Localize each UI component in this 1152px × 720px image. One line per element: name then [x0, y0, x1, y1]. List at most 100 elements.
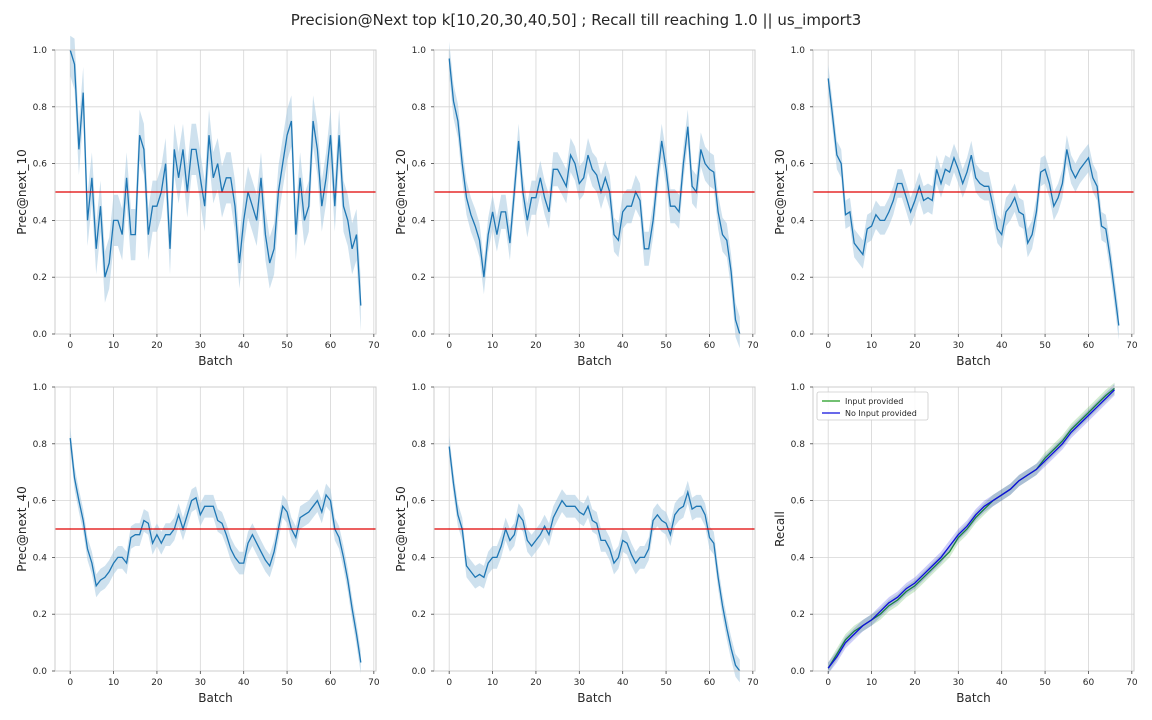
y-tick-label: 0.2: [33, 273, 47, 283]
x-tick-label: 60: [704, 341, 716, 351]
ci-band: [449, 41, 740, 349]
y-tick-label: 0.8: [412, 103, 427, 113]
y-tick-label: 1.0: [33, 383, 48, 393]
axes-frame: [433, 386, 756, 672]
y-tick-label: 1.0: [412, 383, 427, 393]
y-tick-label: 0.4: [791, 553, 806, 563]
figure-title: Precision@Next top k[10,20,30,40,50] ; R…: [290, 11, 862, 29]
x-tick-label: 20: [151, 341, 163, 351]
y-tick-label: 0.6: [33, 497, 48, 507]
x-tick-label: 30: [953, 341, 965, 351]
y-tick-label: 0.8: [791, 440, 806, 450]
y-tick-label: 1.0: [33, 46, 48, 56]
x-tick-label: 60: [325, 678, 337, 688]
y-tick-label: 0.2: [791, 273, 805, 283]
x-tick-label: 10: [108, 678, 120, 688]
y-axis-label: Prec@next_40: [15, 486, 29, 572]
x-tick-label: 30: [953, 678, 965, 688]
y-tick-label: 0.0: [791, 330, 806, 340]
ci-band: [828, 382, 1115, 674]
y-tick-label: 0.0: [33, 330, 48, 340]
legend-box: [816, 391, 929, 421]
x-tick-label: 50: [281, 341, 293, 351]
y-axis-label: Recall: [773, 511, 787, 547]
y-tick-label: 0.2: [412, 610, 426, 620]
x-tick-label: 60: [704, 678, 716, 688]
y-axis-label: Prec@next_50: [394, 486, 408, 572]
x-tick-label: 60: [1083, 341, 1095, 351]
y-tick-label: 1.0: [412, 46, 427, 56]
x-axis-label: Batch: [577, 354, 612, 368]
x-tick-label: 10: [487, 678, 499, 688]
x-axis-label: Batch: [198, 691, 233, 705]
x-tick-label: 10: [108, 341, 120, 351]
axes-frame: [812, 386, 1135, 672]
y-tick-label: 0.8: [791, 103, 806, 113]
y-axis-label: Prec@next_30: [773, 149, 787, 235]
x-tick-label: 50: [1039, 341, 1051, 351]
x-tick-label: 20: [151, 678, 163, 688]
y-tick-label: 0.4: [33, 553, 48, 563]
ci-band: [828, 384, 1115, 674]
x-tick-label: 70: [368, 678, 380, 688]
x-tick-label: 30: [195, 678, 207, 688]
x-tick-label: 70: [1126, 341, 1138, 351]
y-tick-label: 0.4: [791, 216, 806, 226]
axes-frame: [54, 386, 377, 672]
legend-label: No Input provided: [845, 409, 917, 418]
y-tick-label: 0.4: [412, 553, 427, 563]
ci-band: [70, 35, 361, 332]
legend-label: Input provided: [845, 397, 903, 406]
axes-frame: [433, 49, 756, 335]
subplot-4: 0 10 20 30 40 50 60 70 0.0 0.2 0.4 0.6 0.8 1.0 Batch Pr…: [15, 383, 380, 705]
y-tick-label: 0.8: [412, 440, 427, 450]
x-tick-label: 30: [574, 341, 586, 351]
x-tick-label: 0: [446, 341, 452, 351]
x-tick-label: 40: [617, 341, 629, 351]
y-tick-label: 0.8: [33, 103, 48, 113]
x-tick-label: 30: [574, 678, 586, 688]
y-tick-label: 0.6: [412, 160, 427, 170]
series-line: [448, 446, 741, 672]
x-tick-label: 10: [866, 341, 878, 351]
x-tick-label: 10: [487, 341, 499, 351]
x-tick-label: 60: [325, 341, 337, 351]
x-tick-label: 70: [747, 678, 759, 688]
x-tick-label: 40: [996, 341, 1008, 351]
y-tick-label: 0.4: [412, 216, 427, 226]
x-tick-label: 70: [1126, 678, 1138, 688]
y-tick-label: 0.6: [791, 497, 806, 507]
x-axis-label: Batch: [577, 691, 612, 705]
x-tick-label: 70: [368, 341, 380, 351]
subplot-2: 0 10 20 30 40 50 60 70 0.0 0.2 0.4 0.6 0.8 1.0 Batch Pr…: [394, 41, 759, 368]
x-tick-label: 0: [67, 678, 73, 688]
x-tick-label: 50: [660, 678, 672, 688]
x-tick-label: 20: [909, 341, 921, 351]
x-tick-label: 40: [617, 678, 629, 688]
series-line: [448, 58, 741, 335]
y-tick-label: 0.2: [33, 610, 47, 620]
x-axis-label: Batch: [198, 354, 233, 368]
legend: Input provided No Input provided: [816, 391, 929, 421]
x-tick-label: 20: [530, 341, 542, 351]
axes-frame: [812, 49, 1135, 335]
ci-band: [828, 64, 1119, 340]
x-tick-label: 10: [866, 678, 878, 688]
x-tick-label: 0: [825, 678, 831, 688]
y-tick-label: 1.0: [791, 383, 806, 393]
axes-frame: [54, 49, 377, 335]
y-tick-label: 0.0: [412, 330, 427, 340]
x-tick-label: 0: [825, 341, 831, 351]
x-axis-label: Batch: [956, 691, 991, 705]
x-tick-label: 50: [1039, 678, 1051, 688]
x-tick-label: 20: [530, 678, 542, 688]
y-tick-label: 0.6: [412, 497, 427, 507]
y-tick-label: 1.0: [791, 46, 806, 56]
x-tick-label: 50: [281, 678, 293, 688]
y-tick-label: 0.0: [791, 667, 806, 677]
x-tick-label: 40: [238, 678, 250, 688]
y-tick-label: 0.4: [33, 216, 48, 226]
x-axis-label: Batch: [956, 354, 991, 368]
y-tick-label: 0.0: [412, 667, 427, 677]
